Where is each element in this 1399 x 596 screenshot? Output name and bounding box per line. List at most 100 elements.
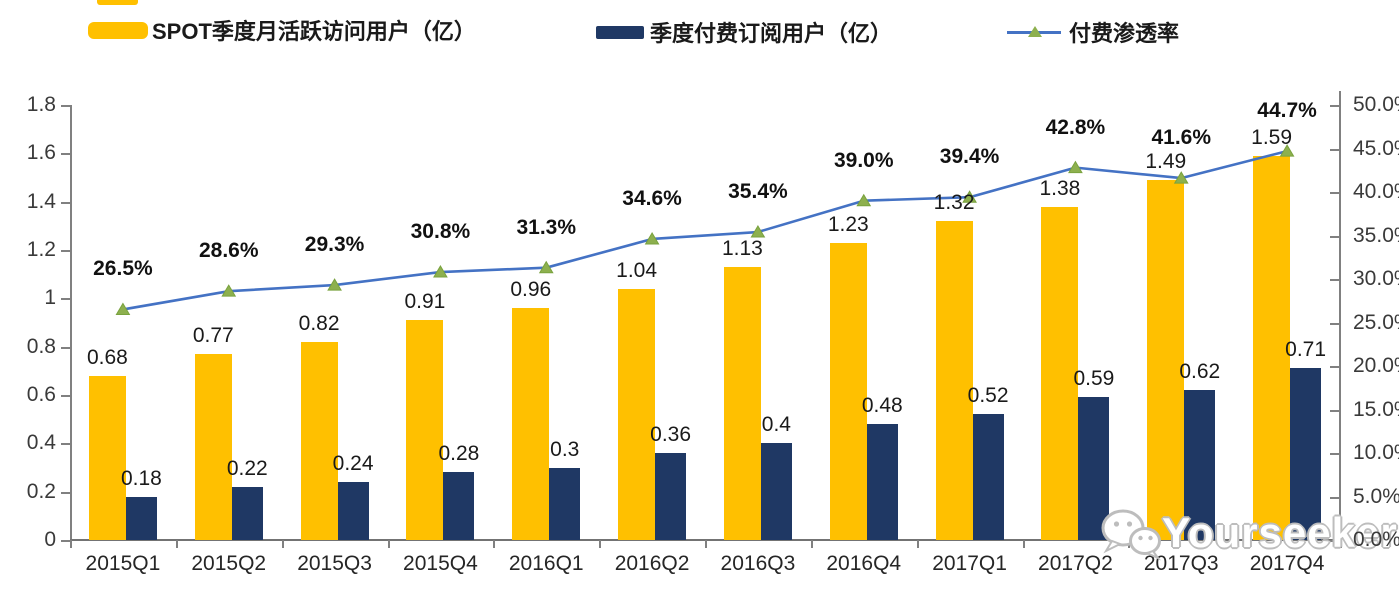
bar-subs — [125, 496, 157, 540]
bar-subs — [760, 443, 792, 540]
penetration-label: 41.6% — [1151, 126, 1212, 150]
y-right-tick — [1330, 496, 1339, 499]
watermark-text: Yourseeker — [1162, 509, 1398, 556]
y-right-tick-label: 50.0% — [1353, 93, 1399, 116]
bar-subs — [337, 482, 369, 540]
bar-label-mau: 1.23 — [827, 212, 869, 236]
yellow-bar-swatch — [88, 21, 148, 39]
y-left-tick — [61, 105, 70, 107]
bar-label-subs: 0.4 — [761, 413, 791, 437]
y-right-tick-label: 40.0% — [1353, 180, 1399, 203]
y-left-tick-label: 1.6 — [26, 141, 56, 165]
bar-label-mau: 0.68 — [86, 345, 128, 369]
y-right-tick-label: 20.0% — [1353, 354, 1399, 377]
bar-subs — [1184, 390, 1216, 540]
y-right-tick-label: 5.0% — [1353, 484, 1399, 508]
y-right-tick-label: 30.0% — [1353, 267, 1399, 290]
bar-label-mau: 0.82 — [298, 311, 340, 335]
bar-label-subs: 0.59 — [1073, 367, 1115, 391]
y-right-tick — [1330, 453, 1339, 455]
y-left-tick — [61, 298, 70, 301]
bar-mau — [723, 266, 761, 540]
y-right-tick-label: 10.0% — [1353, 441, 1399, 464]
navy-bar-swatch — [596, 25, 644, 39]
line-point-marker — [750, 225, 766, 238]
bar-subs — [1078, 397, 1110, 540]
y-axis-right-line — [1339, 91, 1341, 540]
y-right-tick — [1330, 409, 1339, 412]
y-right-tick — [1330, 148, 1339, 151]
line-point-marker — [644, 231, 660, 245]
bar-label-subs: 0.48 — [861, 394, 903, 417]
y-left-tick-label: 1.4 — [26, 189, 56, 213]
bar-subs — [655, 453, 687, 540]
bar-mau — [406, 320, 444, 540]
x-axis-label: 2015Q4 — [403, 552, 478, 575]
watermark: Yourseeker — [1100, 505, 1398, 561]
x-tick — [1022, 540, 1025, 548]
penetration-label: 35.4% — [728, 180, 788, 204]
y-left-tick — [61, 395, 70, 397]
bar-label-subs: 0.71 — [1285, 338, 1327, 362]
x-axis-label: 2017Q2 — [1038, 552, 1113, 575]
y-right-tick — [1330, 105, 1339, 107]
bar-subs — [443, 472, 475, 540]
x-axis-label: 2015Q3 — [297, 552, 372, 575]
y-left-tick — [61, 346, 70, 349]
x-axis-label: 2017Q3 — [1143, 552, 1219, 575]
bar-label-subs: 0.28 — [438, 442, 480, 466]
penetration-label: 28.6% — [198, 239, 259, 263]
bar-subs — [866, 424, 898, 540]
bar-label-subs: 0.3 — [550, 437, 580, 461]
bar-label-subs: 0.52 — [967, 384, 1009, 408]
penetration-label: 30.8% — [410, 220, 471, 244]
y-left-tick-label: 0 — [44, 528, 56, 551]
penetration-label: 39.0% — [833, 148, 894, 172]
legend-item-penetration: 付费渗透率 — [1007, 16, 1179, 48]
line-point-marker — [856, 193, 872, 207]
x-tick — [705, 540, 707, 548]
x-tick — [810, 540, 813, 548]
y-right-tick-label: 45.0% — [1353, 136, 1399, 160]
bar-label-subs: 0.18 — [120, 466, 162, 490]
triangle-marker-icon — [1028, 26, 1042, 37]
penetration-label: 29.3% — [304, 233, 365, 257]
y-right-tick — [1330, 366, 1339, 368]
x-tick — [1340, 540, 1342, 548]
line-point-marker — [433, 265, 448, 278]
bar-label-mau: 1.49 — [1145, 149, 1187, 173]
bar-subs — [231, 486, 263, 540]
bar-label-mau: 1.32 — [933, 191, 975, 214]
y-left-tick — [61, 540, 70, 542]
bar-mau — [300, 341, 338, 540]
x-tick — [493, 540, 496, 548]
x-axis-label: 2015Q1 — [85, 552, 161, 575]
x-tick — [70, 540, 72, 548]
bar-subs — [972, 414, 1004, 540]
bar-mau — [829, 242, 867, 540]
y-left-tick-label: 1.8 — [26, 93, 56, 116]
y-left-tick — [61, 491, 70, 494]
bar-mau — [194, 353, 232, 540]
y-right-tick — [1330, 540, 1339, 542]
legend-label-subs: 季度付费订阅用户（亿） — [650, 21, 893, 46]
y-left-tick-label: 1 — [44, 286, 56, 310]
bar-mau — [618, 288, 656, 540]
y-left-tick — [61, 201, 70, 204]
x-axis-label: 2016Q3 — [720, 552, 796, 575]
x-tick — [916, 540, 919, 548]
y-left-tick — [61, 153, 70, 156]
y-left-tick-label: 0.4 — [26, 431, 56, 455]
x-tick — [387, 540, 390, 548]
line-point-marker — [221, 284, 237, 297]
bar-subs — [549, 467, 581, 540]
bar-label-subs: 0.36 — [650, 423, 692, 446]
line-point-marker — [327, 278, 342, 291]
x-tick — [175, 540, 178, 548]
legend-label-penetration: 付费渗透率 — [1069, 21, 1180, 46]
bar-mau — [935, 221, 973, 540]
line-point-marker — [115, 302, 131, 315]
penetration-label: 44.7% — [1257, 99, 1317, 123]
bar-label-subs: 0.22 — [226, 456, 268, 480]
